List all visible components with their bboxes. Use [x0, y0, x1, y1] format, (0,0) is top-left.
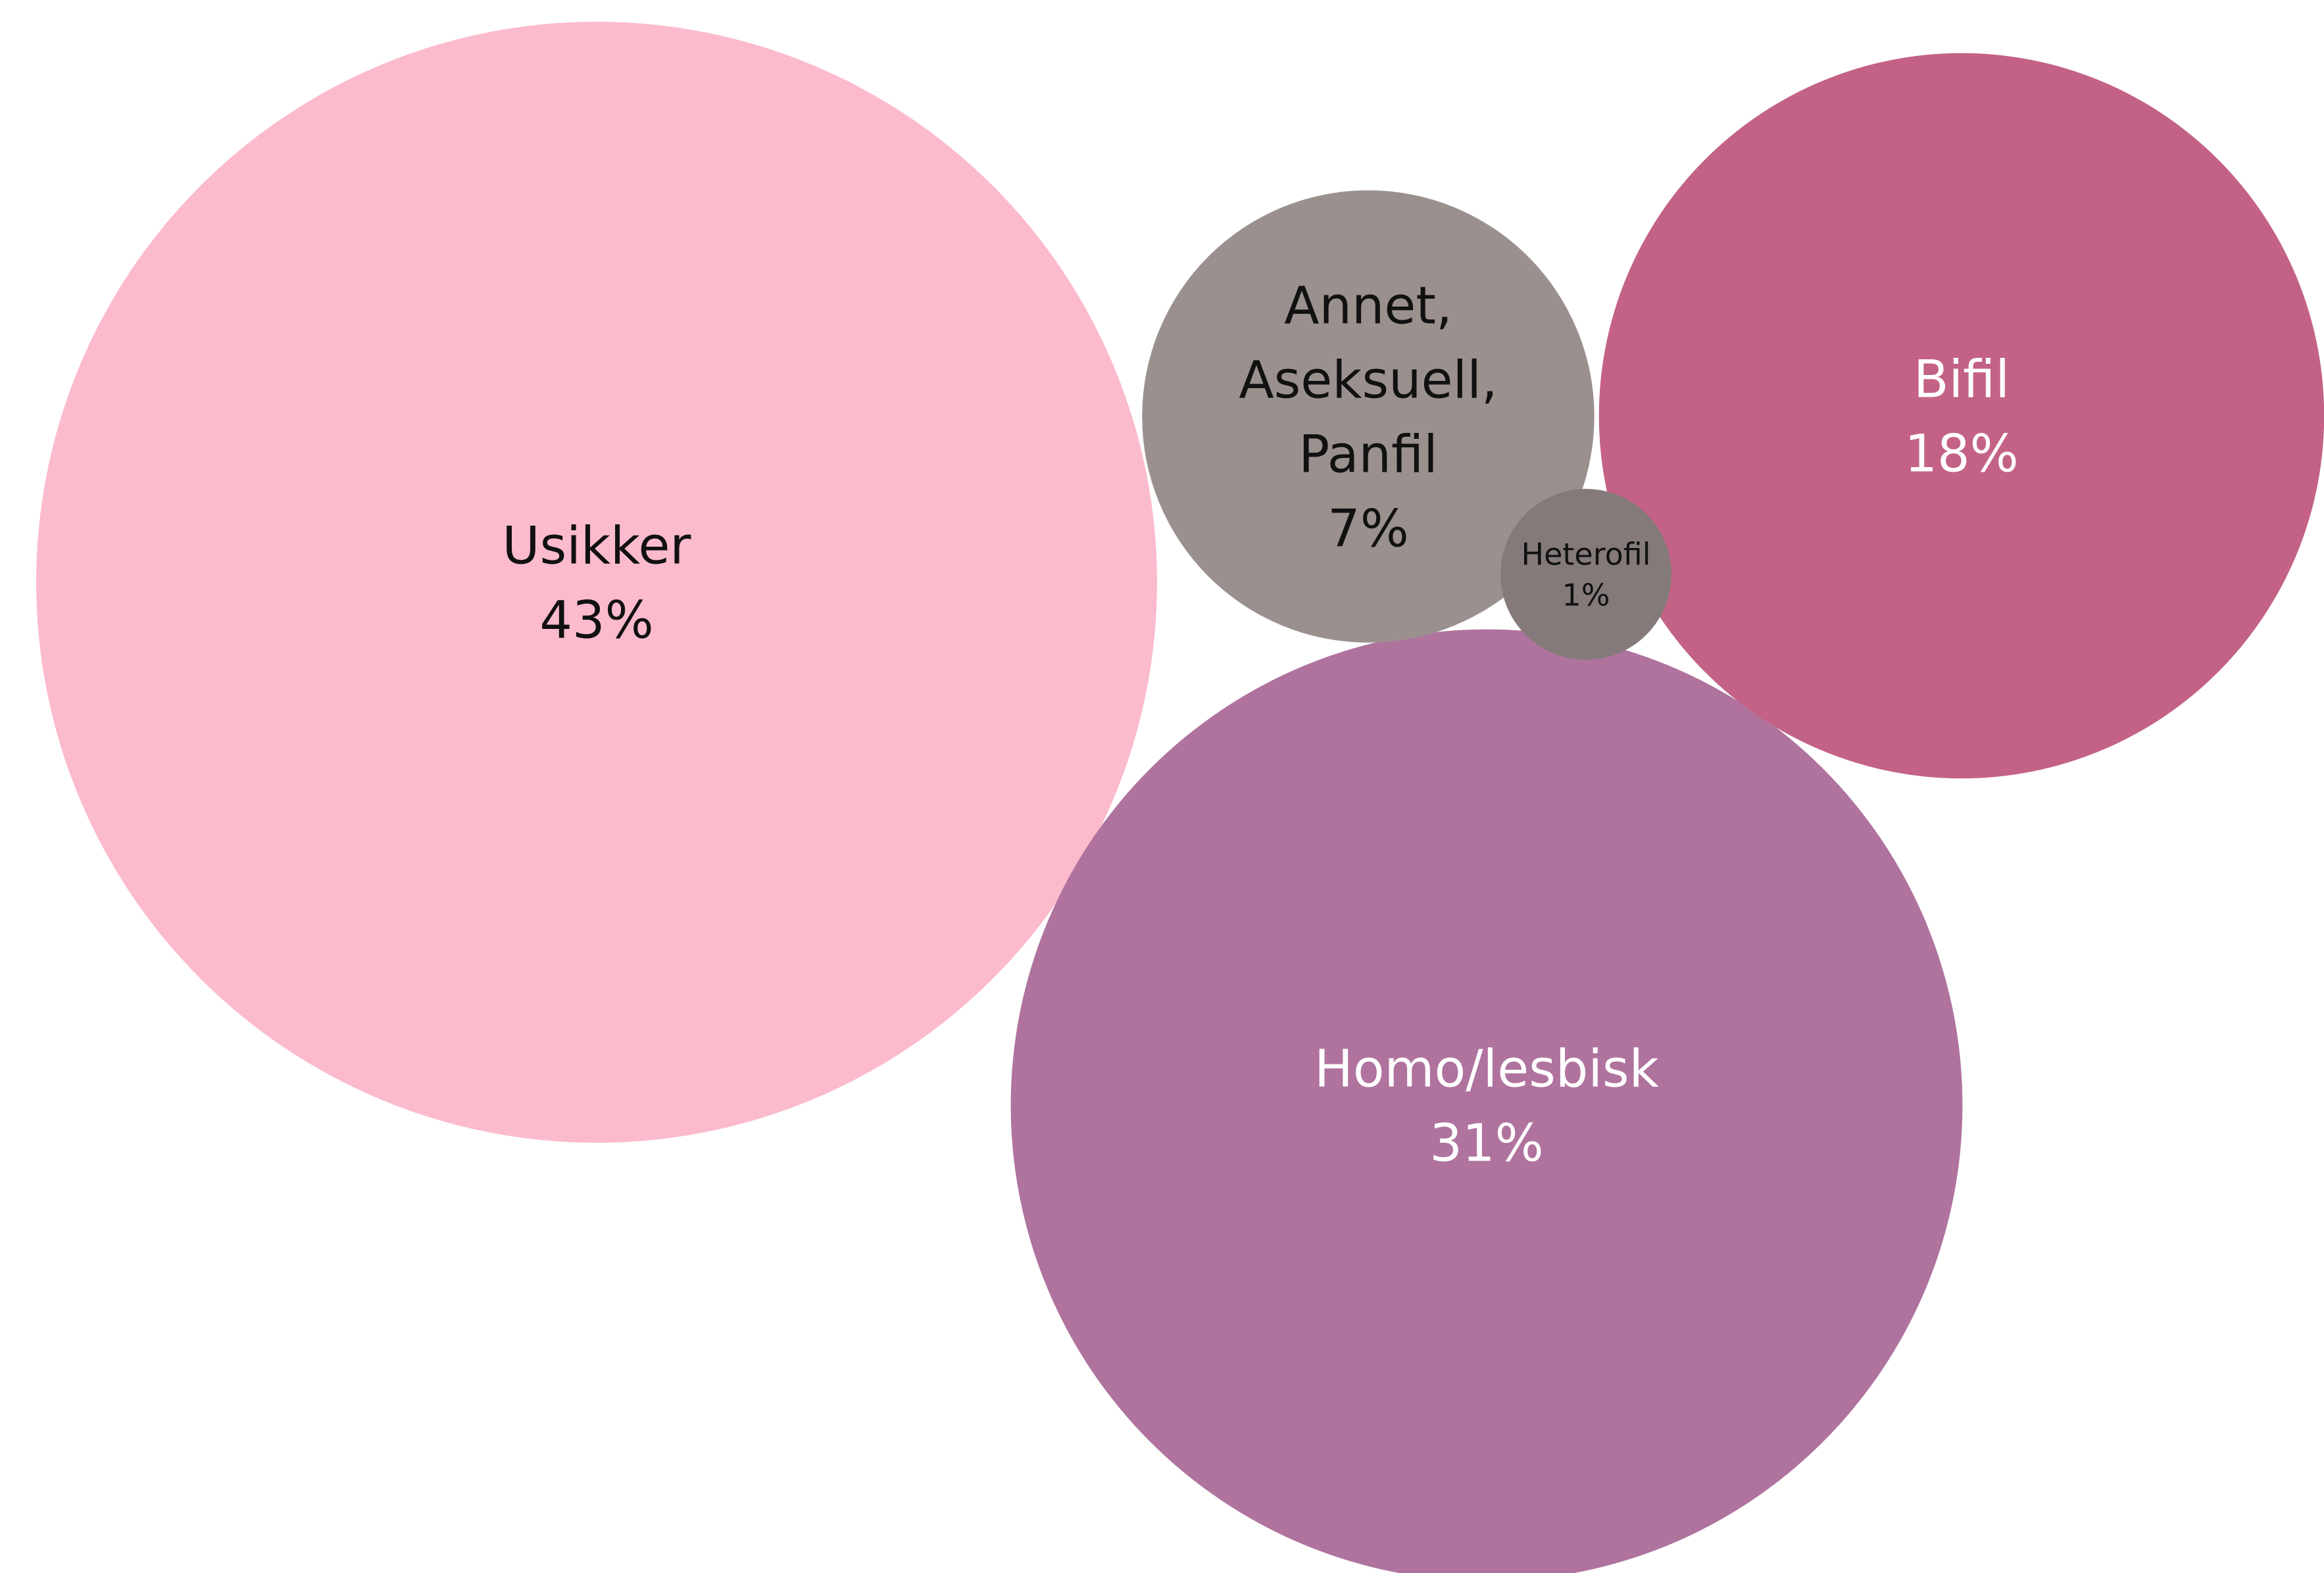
bubble-label-annet-aseksuell-panfil: Aseksuell,	[1239, 351, 1497, 411]
bubbles-group	[36, 22, 2324, 1573]
bubble-heterofil	[1500, 489, 1671, 660]
bubble-homo-lesbisk	[1010, 629, 1963, 1573]
bubble-label-bifil: Bifil	[1914, 351, 2010, 410]
bubble-usikker	[36, 22, 1157, 1143]
bubble-label-usikker: Usikker	[502, 517, 691, 576]
bubble-value-heterofil: 1%	[1562, 578, 1610, 613]
bubble-label-homo-lesbisk: Homo/lesbisk	[1314, 1040, 1659, 1099]
bubble-value-usikker: 43%	[539, 591, 653, 651]
bubble-label-annet-aseksuell-panfil: Panfil	[1298, 426, 1438, 485]
bubble-label-heterofil: Heterofil	[1521, 537, 1650, 572]
bubble-annet-aseksuell-panfil	[1142, 190, 1595, 643]
bubble-bifil	[1598, 53, 2324, 779]
bubble-value-annet-aseksuell-panfil: 7%	[1327, 500, 1409, 559]
bubble-label-annet-aseksuell-panfil: Annet,	[1284, 277, 1452, 336]
bubble-value-homo-lesbisk: 31%	[1429, 1114, 1543, 1174]
labels-group: Usikker 43% Homo/lesbisk 31% Bifil 18% Annet, A…	[502, 277, 2018, 1174]
bubble-value-bifil: 18%	[1904, 425, 2018, 484]
